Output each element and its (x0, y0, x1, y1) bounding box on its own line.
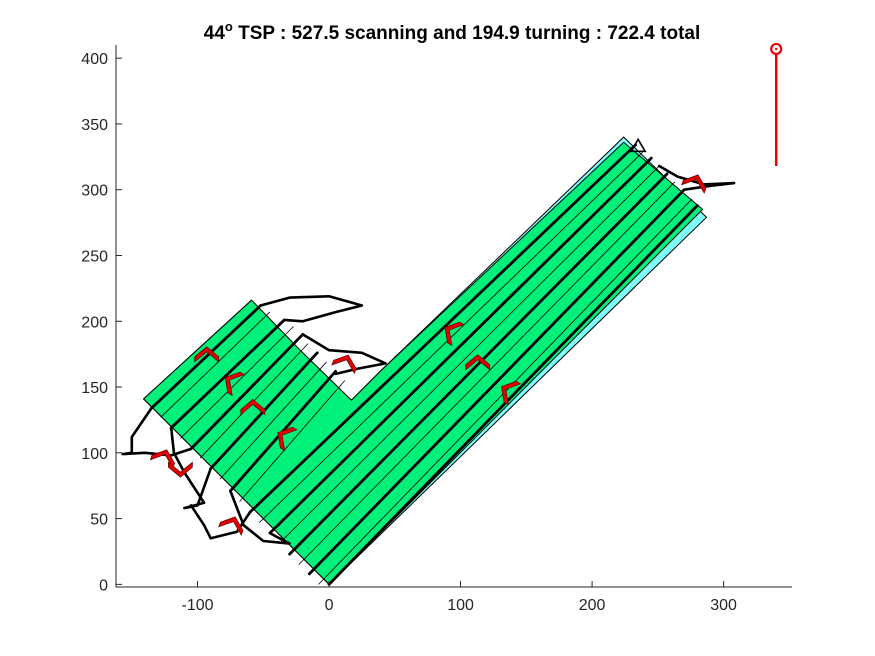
x-tick-label: 0 (325, 597, 334, 614)
turn-marker-chevron (465, 354, 491, 371)
x-tick-label: -100 (182, 597, 214, 614)
turn-path-3 (121, 406, 193, 457)
turn-paths-layer (121, 164, 736, 545)
turn-marker-2 (224, 371, 246, 397)
turn-marker-3 (240, 399, 266, 416)
wind-indicator-dot (775, 47, 778, 51)
thick-pass-line-10 (327, 204, 699, 586)
wind-indicator-layer (770, 42, 783, 167)
thick-pass-line-1 (150, 304, 263, 410)
turn-marker-chevron (168, 461, 193, 478)
turn-path-4 (169, 426, 212, 510)
thick-pass-lines-layer (150, 143, 699, 586)
title-rest: TSP : 527.5 scanning and 194.9 turning :… (233, 23, 700, 44)
chart-title: 44o TSP : 527.5 scanning and 194.9 turni… (204, 19, 701, 44)
thick-pass-line-6 (248, 143, 637, 514)
thick-pass-line-3 (189, 333, 305, 451)
turn-marker-chevron (331, 354, 357, 375)
y-tick-label: 50 (90, 512, 108, 529)
turn-marker-chevron (681, 174, 707, 194)
turn-marker-chevron (194, 346, 220, 363)
thin-pass-line-2 (180, 326, 294, 439)
turn-path-5 (189, 504, 252, 540)
field-polygon (142, 141, 704, 586)
turn-path-7 (657, 164, 736, 191)
turn-marker-chevron (224, 371, 246, 397)
x-tick-label: 100 (447, 597, 474, 614)
y-tick-label: 300 (81, 183, 108, 200)
turn-marker-5 (331, 354, 357, 375)
turn-marker-12 (681, 174, 707, 194)
turn-marker-chevron (218, 516, 244, 536)
thick-pass-line-2 (169, 318, 286, 430)
turn-path-1 (259, 294, 364, 323)
axes-layer: -100 0 100 200 300 0 50 100 150 200 250 300 350 400 (81, 45, 792, 614)
thin-pass-line-7 (278, 165, 660, 544)
thin-pass-line-6 (259, 149, 645, 523)
thick-pass-line-7 (268, 156, 653, 535)
y-tick-label: 200 (81, 314, 108, 331)
turn-marker-chevron (444, 321, 465, 347)
turn-marker-chevron (240, 399, 266, 416)
title-angle: 44 (204, 23, 226, 44)
turn-marker-1 (194, 346, 220, 363)
y-tick-label: 100 (81, 446, 108, 463)
turn-marker-4 (277, 426, 298, 452)
turn-path-6 (229, 489, 291, 545)
title-degree-symbol: o (225, 19, 233, 34)
turn-markers-layer (149, 174, 707, 536)
y-tick-label: 350 (81, 117, 108, 134)
start-marker-layer (629, 137, 647, 153)
x-tick-label: 200 (579, 597, 606, 614)
thin-pass-line-8 (298, 181, 676, 565)
y-tick-label: 250 (81, 248, 108, 265)
thin-pass-line-1 (160, 311, 271, 418)
y-tick-label: 0 (99, 577, 108, 594)
field-area-layer (142, 141, 704, 586)
turn-marker-chevron (501, 380, 522, 406)
x-tick-label: 300 (710, 597, 737, 614)
thin-pass-line-4 (219, 361, 327, 480)
turn-marker-8 (218, 516, 244, 536)
y-tick-label: 400 (81, 51, 108, 68)
thin-pass-line-5 (239, 380, 346, 502)
turn-marker-11 (501, 380, 522, 406)
y-tick-label: 150 (81, 380, 108, 397)
thick-pass-line-8 (288, 172, 669, 556)
thick-pass-line-9 (307, 188, 686, 576)
start-marker-triangle (629, 137, 647, 153)
turn-marker-chevron (277, 426, 298, 452)
turn-marker-10 (465, 354, 491, 371)
turn-marker-9 (444, 321, 465, 347)
turn-marker-7 (168, 461, 193, 478)
